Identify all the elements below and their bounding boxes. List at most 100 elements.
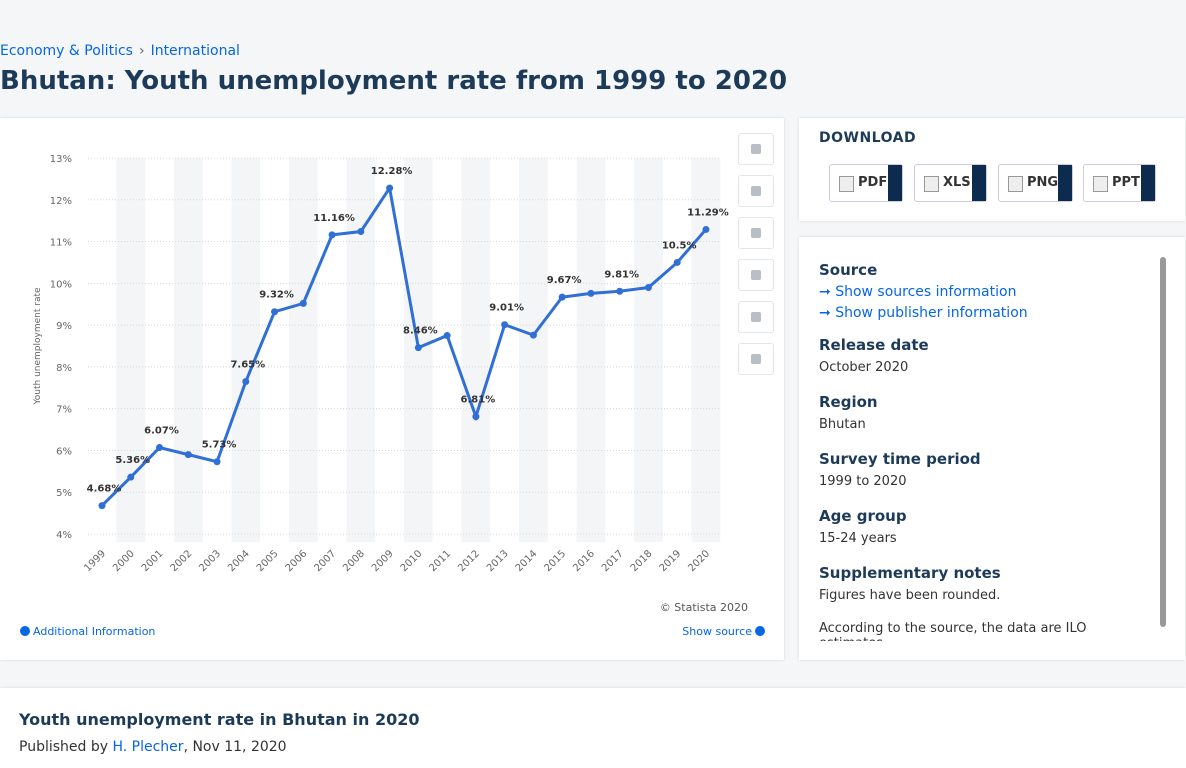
data-point [271,308,279,316]
footer-title: Youth unemployment rate in Bhutan in 202… [19,710,420,729]
data-point [328,231,336,239]
x-tick-label: 2014 [514,548,540,574]
download-title: DOWNLOAD [819,130,917,146]
chart: 4% 5% 6% 7% 8% 9% 10% 11% 12% 13% Youth unemployme… [20,154,765,638]
data-line [100,184,708,507]
data-label: 7.65% [230,360,265,371]
data-point [299,299,307,307]
detail-value: 1999 to 2020 [819,474,907,489]
download-button[interactable]: PPT [1083,164,1156,202]
footer: Youth unemployment rate in Bhutan in 202… [0,688,1186,768]
data-label: 11.29% [687,207,729,218]
detail-value: Figures have been rounded. [819,588,1001,603]
publisher-link[interactable]: ➞ Show publisher information [819,305,1028,321]
detail-label: Age group [819,507,907,525]
data-label: 8.46% [403,326,438,337]
data-point [357,228,365,236]
data-point [472,413,480,421]
data-point [702,225,710,233]
alert-button[interactable] [738,175,774,207]
data-label: 6.07% [144,426,179,437]
detail-label: Release date [819,336,929,354]
data-label: 4.68% [87,484,122,495]
column-band [173,158,203,542]
show-source[interactable]: Show source [682,625,752,638]
column-band [346,158,376,542]
data-point [386,184,394,192]
data-label: 11.16% [313,213,355,224]
data-point [98,502,106,510]
x-tick-label: 2005 [255,548,281,574]
y-tick-label: 8% [56,363,72,374]
y-tick-label: 4% [56,530,72,541]
x-tick-label: 2015 [543,548,569,574]
link-text: Show publisher information [835,305,1028,321]
share-button[interactable] [738,259,774,291]
scrollbar [1160,257,1166,627]
download-button[interactable]: PDF [829,164,903,202]
prefix: Published by [19,739,109,755]
data-label: 10.5% [662,240,697,251]
x-tick-label: 2010 [399,548,425,574]
x-tick-label: 2018 [629,548,655,574]
data-point [156,444,164,452]
download-button[interactable]: XLS [914,164,987,202]
x-tick-label: 2019 [658,548,684,574]
data-point [673,258,681,266]
data-point [501,321,509,329]
additional-info[interactable]: Additional Information [33,625,155,638]
data-label: 5.36% [115,455,150,466]
x-tick-label: 2004 [226,548,252,574]
source-link[interactable]: ➞ Show sources information [819,284,1017,300]
y-tick-label: 5% [56,488,72,499]
column-band [691,158,721,542]
detail-label: Region [819,393,878,411]
settings-button[interactable] [738,217,774,249]
y-tick-label: 9% [56,321,72,332]
data-label: 5.73% [202,440,237,451]
x-tick-label: 2008 [341,548,367,574]
data-point [127,473,135,481]
y-tick-label: 12% [50,196,72,207]
date: , Nov 11, 2020 [183,739,287,755]
button-label: PPT [1112,175,1140,190]
detail-label: Source [819,261,878,279]
data-label: 6.81% [461,395,496,406]
credit: © Statista 2020 [660,601,748,614]
favorite-button[interactable] [738,133,774,165]
x-tick-label: 2016 [571,548,597,574]
x-tick-label: 2009 [370,548,396,574]
data-point [213,458,221,466]
breadcrumb[interactable]: Economy & Politics [0,43,133,59]
column-band [288,158,318,542]
data-label: 9.32% [259,290,294,301]
data-label: 9.81% [604,269,639,280]
x-tick-label: 2012 [456,548,482,574]
info-icon [20,626,30,636]
y-tick-label: 6% [56,446,72,457]
x-tick-label: 2006 [284,548,310,574]
detail-value: Bhutan [819,417,866,432]
data-label: 9.01% [489,303,524,314]
published: Published by H. Plecher, Nov 11, 2020 [19,739,287,755]
link-text: Show sources information [835,284,1017,300]
data-label: 9.67% [547,275,582,286]
data-point [529,331,537,339]
x-tick-label: 2003 [197,548,223,574]
x-tick-label: 2001 [140,548,166,574]
details: Source ➞ Show sources information ➞ Show… [819,261,1149,641]
y-tick-label: 11% [50,238,72,249]
button-label: PDF [858,175,888,190]
detail-value: 15-24 years [819,531,897,546]
author[interactable]: H. Plecher [112,739,184,755]
print-button[interactable] [738,343,774,375]
data-point [558,293,566,301]
breadcrumb[interactable]: International [150,43,240,59]
x-tick-label: 2007 [312,548,338,574]
column-band [461,158,491,542]
cite-button[interactable] [738,301,774,333]
column-band [519,158,548,542]
download-button[interactable]: PNG [998,164,1073,202]
breadcrumbs: Economy & Politics › International [0,43,240,59]
x-tick-label: 2002 [169,548,195,574]
